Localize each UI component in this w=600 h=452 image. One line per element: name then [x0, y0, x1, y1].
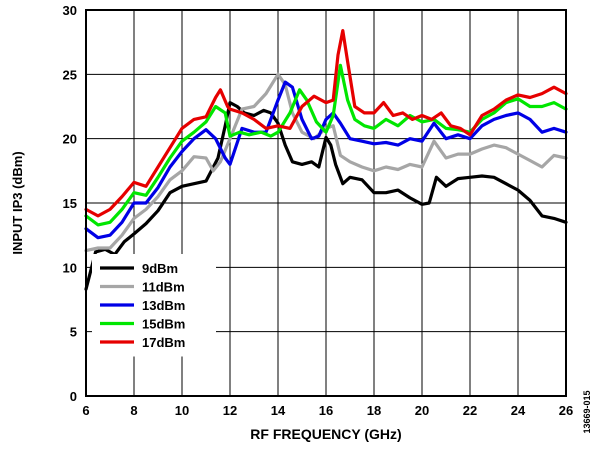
series-line-13dBm — [84, 80, 568, 240]
y-tick-label: 10 — [63, 260, 77, 275]
tick-labels: 6 8 10 12 14 16 18 20 22 24 26 0 5 10 15 20 25 30 — [63, 3, 574, 418]
x-tick-label: 8 — [130, 403, 137, 418]
x-tick-label: 12 — [223, 403, 237, 418]
series-line-9dBm — [84, 101, 568, 291]
series-lines — [84, 29, 568, 291]
legend-label: 13dBm — [142, 298, 185, 313]
x-tick-label: 6 — [82, 403, 89, 418]
x-tick-label: 14 — [271, 403, 286, 418]
x-tick-label: 24 — [511, 403, 526, 418]
y-tick-label: 25 — [63, 67, 77, 82]
x-tick-label: 22 — [463, 403, 477, 418]
x-tick-label: 18 — [367, 403, 381, 418]
x-tick-label: 26 — [559, 403, 573, 418]
series-line-17dBm — [84, 29, 568, 218]
legend-label: 15dBm — [142, 317, 185, 332]
y-tick-label: 0 — [70, 389, 77, 404]
y-tick-label: 30 — [63, 3, 77, 18]
y-tick-label: 15 — [63, 196, 77, 211]
y-tick-label: 5 — [70, 325, 77, 340]
legend-label: 9dBm — [142, 261, 178, 276]
legend-label: 17dBm — [142, 335, 185, 350]
figure-id: 13669-015 — [582, 390, 592, 433]
x-tick-label: 20 — [415, 403, 429, 418]
y-axis-title: INPUT IP3 (dBm) — [10, 151, 25, 254]
legend: 9dBm 11dBm 13dBm 15dBm 17dBm — [92, 254, 216, 357]
x-tick-label: 10 — [175, 403, 189, 418]
y-tick-label: 20 — [63, 132, 77, 147]
plot-frame — [85, 9, 567, 397]
x-tick-label: 16 — [319, 403, 333, 418]
legend-label: 11dBm — [142, 280, 185, 295]
x-axis-title: RF FREQUENCY (GHz) — [250, 426, 401, 442]
